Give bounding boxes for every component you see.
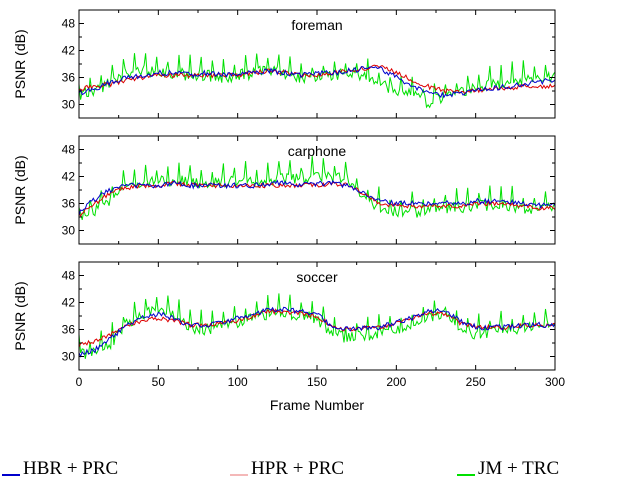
y-tick-label: 48	[62, 143, 76, 157]
x-tick-label: 200	[386, 375, 406, 389]
x-tick-label: 150	[307, 375, 327, 389]
series-line-hbr-prcsoccer	[79, 306, 555, 358]
x-tick-label: 50	[152, 375, 166, 389]
series-line-jm-trccarphone	[79, 156, 555, 221]
y-axis-label: PSNR (dB)	[12, 281, 28, 350]
panel-foreman: 30 36 42 48 foreman PSNR (dB)	[12, 9, 556, 119]
y-tick-label: 30	[62, 350, 76, 364]
legend-label: HPR + PRC	[251, 458, 344, 479]
y-tick-label: 36	[62, 197, 76, 211]
panel-title: foreman	[291, 17, 342, 33]
y-tick-label: 48	[62, 269, 76, 283]
y-tick-label: 30	[62, 224, 76, 238]
y-tick-label: 36	[62, 323, 76, 337]
series-line-hpr-prccarphone	[79, 180, 555, 217]
legend-label: JM + TRC	[478, 458, 559, 479]
y-axis-label: PSNR (dB)	[12, 29, 28, 98]
series-line-jm-trcsoccer	[79, 293, 555, 359]
y-tick-label: 42	[62, 296, 76, 310]
panel-soccer: 30 36 42 48 soccer PSNR (dB) 0 50 100 150 200 250 30…	[12, 261, 565, 413]
y-tick-label: 42	[62, 44, 76, 58]
x-axis-label: Frame Number	[270, 397, 364, 413]
legend-label: HBR + PRC	[23, 458, 118, 479]
series-line-hbr-prccarphone	[79, 179, 555, 216]
x-tick-label: 100	[228, 375, 248, 389]
series-line-hbr-prcforeman	[79, 66, 555, 99]
panel-title: carphone	[288, 143, 347, 159]
y-tick-label: 42	[62, 170, 76, 184]
y-tick-label: 30	[62, 98, 76, 112]
y-tick-label: 36	[62, 71, 76, 85]
x-tick-label: 0	[76, 375, 83, 389]
series-line-jm-trcforeman	[79, 53, 555, 109]
x-tick-label: 250	[466, 375, 486, 389]
panel-carphone: 30 36 42 48 carphone PSNR (dB)	[12, 135, 556, 245]
panel-title: soccer	[296, 269, 338, 285]
y-tick-label: 48	[62, 17, 76, 31]
x-tick-label: 300	[545, 375, 565, 389]
legend: HBR + PRC HPR + PRC JM + TRC	[2, 458, 559, 479]
y-axis-label: PSNR (dB)	[12, 155, 28, 224]
